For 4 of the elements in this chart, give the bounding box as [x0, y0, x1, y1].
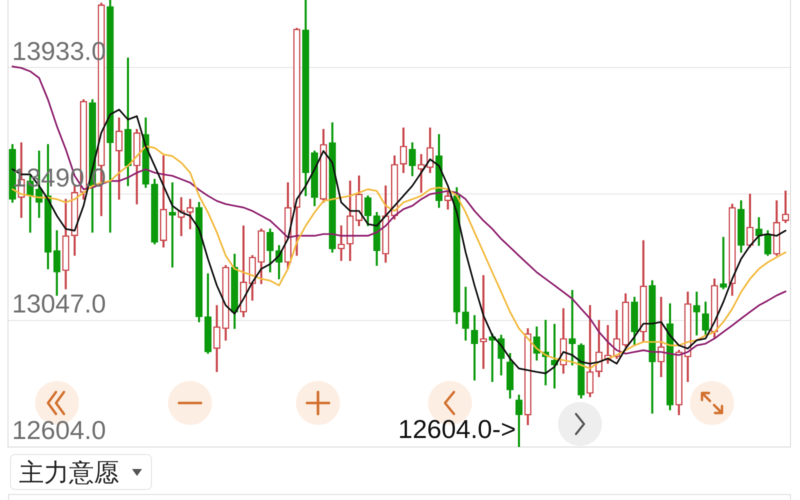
y-tick-label: 13047.0	[12, 288, 106, 319]
annotation: 12604.0->	[398, 414, 516, 444]
dropdown: 主力意愿	[10, 454, 152, 490]
y-tick-label: 12604.0	[12, 415, 106, 446]
